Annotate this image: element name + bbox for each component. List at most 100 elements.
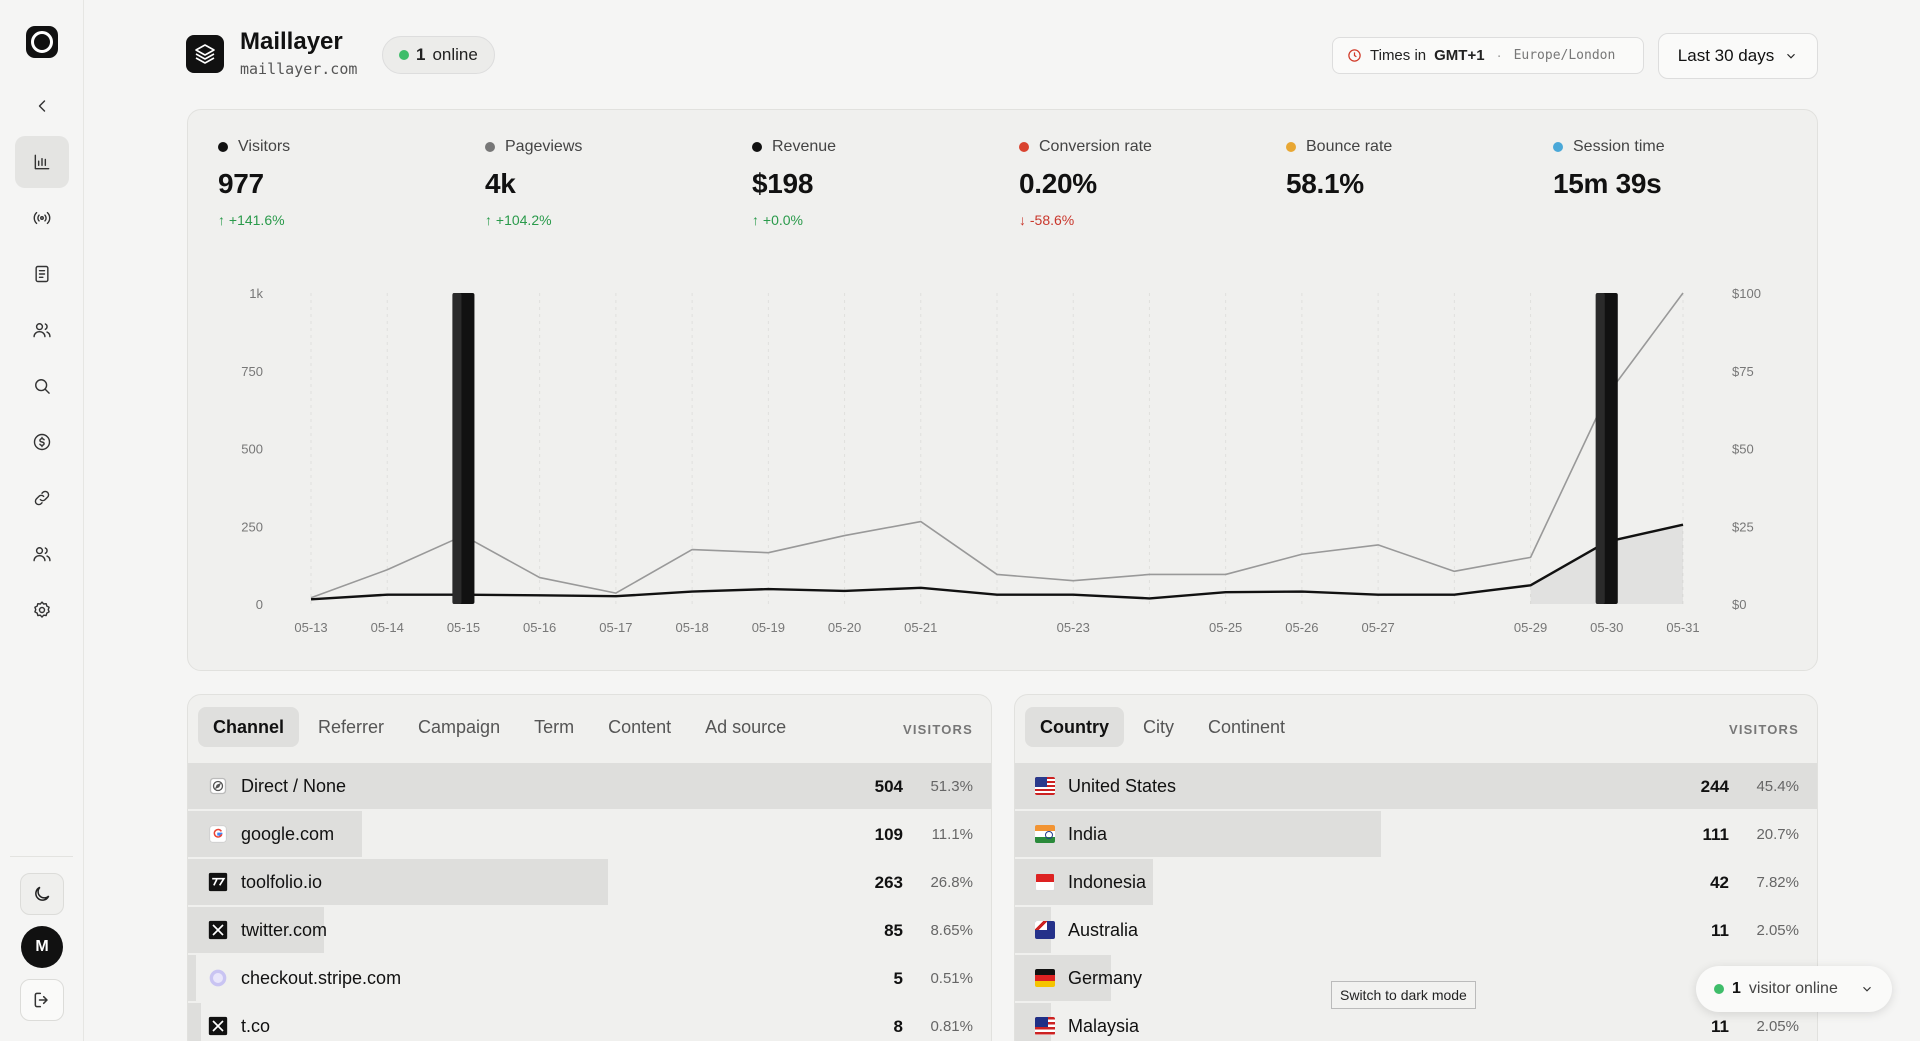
x-icon [208, 1016, 228, 1036]
sidebar-item-users[interactable] [15, 304, 69, 356]
x-axis-tick: 05-26 [1285, 620, 1318, 635]
tab-city[interactable]: City [1143, 716, 1174, 737]
row-label: twitter.com [241, 920, 328, 940]
team-icon [33, 547, 51, 562]
toolfolio-icon [208, 872, 228, 892]
row-label: toolfolio.io [241, 872, 323, 892]
au-flag-icon [1035, 921, 1055, 939]
tab-channel[interactable]: Channel [198, 707, 300, 747]
metric-bounce-rate[interactable]: Bounce rate 58.1% [1286, 138, 1392, 212]
row-share-bar [1015, 763, 1817, 809]
metric-color-dot-icon [485, 142, 495, 152]
revenue-bar-shade [452, 293, 462, 604]
sidebar: M [0, 0, 84, 1041]
sidebar-item-reports[interactable] [15, 248, 69, 300]
table-row[interactable]: India 111 20.7% [1015, 811, 1817, 857]
compass-icon [208, 777, 228, 795]
tab-ad-source[interactable]: Ad source [705, 716, 787, 737]
sidebar-item-search[interactable] [15, 360, 69, 412]
timezone-selector[interactable]: Times in GMT+1 · Europe/London [1332, 37, 1644, 74]
x-axis-tick: 05-14 [371, 620, 404, 635]
tab-content[interactable]: Content [608, 716, 672, 737]
metric-change-value: +141.6% [228, 212, 285, 228]
metric-label-text: Revenue [772, 138, 837, 155]
x-axis-tick: 05-15 [447, 620, 480, 635]
app-logo[interactable] [26, 26, 58, 58]
table-row[interactable]: google.com 109 11.1% [188, 811, 991, 857]
metric-change-value: +104.2% [495, 212, 552, 228]
metric-value: 0.20% [1019, 168, 1097, 199]
id-flag-icon [1035, 873, 1055, 891]
tab-referrer[interactable]: Referrer [318, 716, 385, 737]
sidebar-item-team[interactable] [15, 528, 69, 580]
y-axis-right-tick: $0 [1732, 597, 1746, 612]
x-axis-tick: 05-23 [1057, 620, 1090, 635]
sidebar-item-analytics[interactable] [15, 136, 69, 188]
metric-conversion-rate[interactable]: Conversion rate 0.20% ↓ -58.6% [1019, 138, 1152, 228]
revenue-bar-shade [1595, 293, 1605, 604]
metric-visitors[interactable]: Visitors 977 ↑ +141.6% [218, 138, 290, 228]
layers-icon [195, 44, 215, 64]
visitor-online-count: 1 [1732, 980, 1741, 997]
tab-country[interactable]: Country [1025, 707, 1124, 747]
table-row[interactable]: Malaysia 11 2.05% [1015, 1003, 1817, 1041]
metric-color-dot-icon [1286, 142, 1296, 152]
table-row[interactable]: checkout.stripe.com 5 0.51% [188, 955, 991, 1001]
metric-change-value: +0.0% [762, 212, 803, 228]
x-axis-tick: 05-31 [1666, 620, 1699, 635]
table-row[interactable]: toolfolio.io 263 26.8% [188, 859, 991, 905]
row-label: checkout.stripe.com [241, 968, 402, 988]
table-row[interactable]: Direct / None 504 51.3% [188, 763, 991, 809]
sidebar-divider [10, 856, 73, 857]
tab-continent[interactable]: Continent [1208, 716, 1286, 737]
tab-campaign[interactable]: Campaign [418, 716, 501, 737]
metric-label: Bounce rate [1286, 138, 1392, 156]
online-count: 1 [416, 45, 426, 64]
chevron-left-icon [38, 100, 46, 112]
logout-button[interactable] [20, 979, 64, 1021]
table-row[interactable]: twitter.com 85 8.65% [188, 907, 991, 953]
tab-term[interactable]: Term [534, 716, 575, 737]
channels-tabs: Channel Referrer Campaign Term Content Ad sou… [198, 707, 801, 747]
sidebar-item-settings[interactable] [15, 584, 69, 636]
metric-pageviews[interactable]: Pageviews 4k ↑ +104.2% [485, 138, 582, 228]
row-percent: 20.7% [1756, 826, 1799, 843]
timezone-zone: Europe/London [1513, 48, 1616, 63]
online-label: online [432, 45, 478, 64]
sidebar-item-links[interactable] [15, 472, 69, 524]
x-axis-tick: 05-16 [523, 620, 556, 635]
metric-revenue[interactable]: Revenue $198 ↑ +0.0% [752, 138, 836, 228]
visitors-chart[interactable]: 0 250 500 750 1k $0 $25 $50 $75 $100 05-13 05-14 05-… [188, 110, 1819, 672]
row-percent: 2.05% [1756, 1018, 1799, 1035]
y-axis-right-tick: $75 [1732, 364, 1754, 379]
globe-icon [208, 969, 228, 987]
dark-mode-tooltip: Switch to dark mode [1331, 981, 1476, 1009]
metric-label: Conversion rate [1019, 138, 1152, 156]
broadcast-icon [33, 211, 51, 225]
table-row[interactable]: Australia 11 2.05% [1015, 907, 1817, 953]
table-row[interactable]: t.co 8 0.81% [188, 1003, 991, 1041]
countries-column-header: VISITORS [1728, 722, 1799, 737]
row-percent: 11.1% [931, 826, 973, 843]
link-icon [34, 490, 50, 506]
sidebar-item-revenue[interactable] [15, 416, 69, 468]
table-row[interactable]: Germany [1015, 955, 1817, 1001]
metric-session-time[interactable]: Session time 15m 39s [1553, 138, 1665, 212]
metric-value: 58.1% [1286, 168, 1364, 199]
table-row[interactable]: Indonesia 42 7.82% [1015, 859, 1817, 905]
x-axis-tick: 05-30 [1590, 620, 1623, 635]
date-range-dropdown[interactable]: Last 30 days [1658, 33, 1818, 79]
visitor-online-widget[interactable]: 1 visitor online [1696, 966, 1892, 1012]
collapse-sidebar-button[interactable] [15, 80, 69, 132]
online-badge[interactable]: 1 online [382, 36, 495, 74]
us-flag-icon [1035, 777, 1055, 795]
table-row[interactable]: United States 244 45.4% [1015, 763, 1817, 809]
sidebar-item-realtime[interactable] [15, 192, 69, 244]
dark-mode-toggle[interactable] [20, 873, 64, 915]
site-icon [186, 35, 224, 73]
metric-label: Visitors [218, 138, 290, 156]
avatar[interactable]: M [21, 926, 63, 968]
row-percent: 0.51% [930, 970, 973, 987]
timezone-separator: · [1496, 47, 1502, 64]
row-label: Direct / None [241, 776, 347, 796]
